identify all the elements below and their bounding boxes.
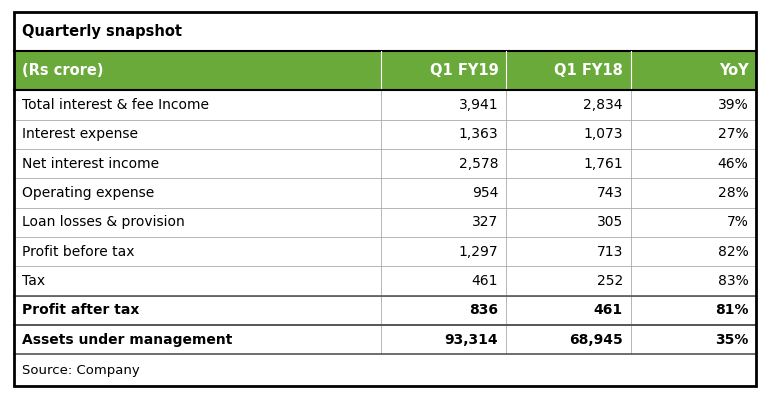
Text: Quarterly snapshot: Quarterly snapshot <box>22 24 182 39</box>
Text: 713: 713 <box>597 245 623 259</box>
Text: 1,363: 1,363 <box>459 128 498 141</box>
Text: 305: 305 <box>597 215 623 229</box>
Text: Tax: Tax <box>22 274 45 288</box>
Text: 93,314: 93,314 <box>444 333 498 346</box>
Text: Operating expense: Operating expense <box>22 186 154 200</box>
Text: 2,578: 2,578 <box>459 157 498 171</box>
Bar <box>14 120 756 149</box>
Text: Q1 FY19: Q1 FY19 <box>430 63 498 78</box>
Text: Interest expense: Interest expense <box>22 128 138 141</box>
Text: Q1 FY18: Q1 FY18 <box>554 63 623 78</box>
Text: Profit before tax: Profit before tax <box>22 245 134 259</box>
Text: 7%: 7% <box>727 215 748 229</box>
Bar <box>14 179 756 208</box>
Bar <box>14 51 756 90</box>
Text: 46%: 46% <box>718 157 748 171</box>
Text: 39%: 39% <box>718 98 748 112</box>
Text: 836: 836 <box>469 303 498 317</box>
Text: 82%: 82% <box>718 245 748 259</box>
Text: 252: 252 <box>597 274 623 288</box>
Text: YoY: YoY <box>719 63 748 78</box>
Bar <box>14 12 756 51</box>
Bar <box>14 149 756 179</box>
Text: 3,941: 3,941 <box>459 98 498 112</box>
Bar <box>14 325 756 354</box>
Text: (Rs crore): (Rs crore) <box>22 63 103 78</box>
Text: 2,834: 2,834 <box>584 98 623 112</box>
Bar <box>14 267 756 296</box>
Bar <box>14 354 756 386</box>
Text: 83%: 83% <box>718 274 748 288</box>
Text: 461: 461 <box>472 274 498 288</box>
Text: Profit after tax: Profit after tax <box>22 303 139 317</box>
Text: 1,073: 1,073 <box>584 128 623 141</box>
Text: 81%: 81% <box>715 303 748 317</box>
Text: Net interest income: Net interest income <box>22 157 159 171</box>
Text: 68,945: 68,945 <box>569 333 623 346</box>
Text: 28%: 28% <box>718 186 748 200</box>
Text: 327: 327 <box>472 215 498 229</box>
Text: Assets under management: Assets under management <box>22 333 232 346</box>
Text: 27%: 27% <box>718 128 748 141</box>
Text: 35%: 35% <box>715 333 748 346</box>
Bar <box>14 237 756 267</box>
Text: 743: 743 <box>597 186 623 200</box>
Bar <box>14 90 756 120</box>
Bar <box>14 296 756 325</box>
Text: Loan losses & provision: Loan losses & provision <box>22 215 184 229</box>
Text: 1,761: 1,761 <box>583 157 623 171</box>
Text: Source: Company: Source: Company <box>22 364 139 377</box>
Bar <box>14 208 756 237</box>
Text: 461: 461 <box>594 303 623 317</box>
Text: 954: 954 <box>472 186 498 200</box>
Text: 1,297: 1,297 <box>459 245 498 259</box>
Text: Total interest & fee Income: Total interest & fee Income <box>22 98 209 112</box>
